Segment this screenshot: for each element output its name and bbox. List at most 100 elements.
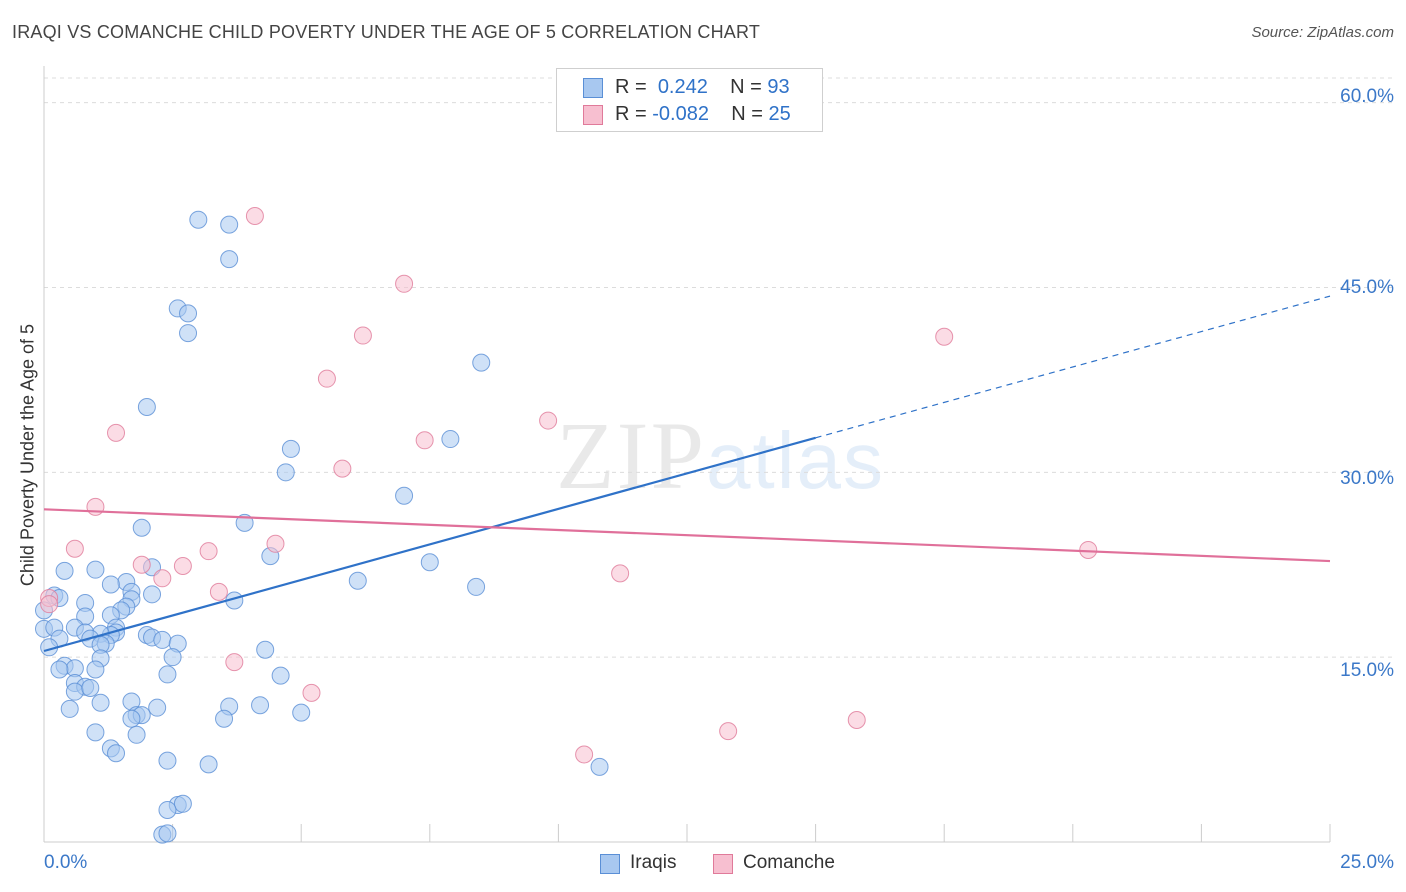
point-iraqis	[91, 693, 110, 712]
point-iraqis	[173, 794, 192, 813]
point-iraqis	[158, 665, 177, 684]
point-comanche	[302, 683, 321, 702]
y-tick-label: 60.0%	[1340, 86, 1394, 107]
y-tick-label: 45.0%	[1340, 277, 1394, 298]
point-comanche	[225, 653, 244, 672]
legend-r-value: -0.082	[652, 103, 709, 125]
point-comanche	[415, 431, 434, 450]
point-iraqis	[271, 666, 290, 685]
point-iraqis	[420, 553, 439, 572]
point-iraqis	[158, 800, 177, 819]
point-comanche	[1079, 540, 1098, 559]
point-iraqis	[122, 709, 141, 728]
point-comanche	[611, 564, 630, 583]
point-iraqis	[256, 640, 275, 659]
point-comanche	[333, 459, 352, 478]
y-axis-label: Child Poverty Under the Age of 5	[17, 323, 38, 587]
point-iraqis	[395, 486, 414, 505]
point-iraqis	[467, 577, 486, 596]
point-comanche	[266, 534, 285, 553]
point-comanche	[86, 497, 105, 516]
point-iraqis	[276, 463, 295, 482]
point-iraqis	[101, 575, 120, 594]
point-iraqis	[137, 398, 156, 417]
point-iraqis	[251, 696, 270, 715]
point-iraqis	[158, 824, 177, 843]
point-comanche	[935, 327, 954, 346]
point-iraqis	[472, 353, 491, 372]
point-comanche	[209, 582, 228, 601]
point-iraqis	[292, 703, 311, 722]
point-iraqis	[86, 660, 105, 679]
point-iraqis	[86, 723, 105, 742]
point-iraqis	[50, 660, 69, 679]
point-comanche	[199, 542, 218, 561]
point-iraqis	[148, 698, 167, 717]
series-label-comanche: Comanche	[743, 852, 835, 873]
point-comanche	[107, 423, 126, 442]
source-credit: Source: ZipAtlas.com	[1251, 24, 1394, 41]
point-iraqis	[215, 709, 234, 728]
legend-n-value: 25	[768, 103, 791, 125]
point-iraqis	[107, 744, 126, 763]
point-comanche	[847, 711, 866, 730]
point-iraqis	[220, 215, 239, 234]
point-iraqis	[441, 430, 460, 449]
legend-r-value: 0.242	[657, 76, 708, 98]
point-iraqis	[281, 439, 300, 458]
point-iraqis	[81, 678, 100, 697]
point-comanche	[719, 722, 738, 741]
trendline-iraqis	[43, 436, 816, 653]
point-iraqis	[348, 571, 367, 590]
series-label-iraqis: Iraqis	[630, 852, 677, 873]
chart-title: IRAQI VS COMANCHE CHILD POVERTY UNDER TH…	[12, 22, 761, 42]
x-tick-label: 25.0%	[1340, 852, 1394, 873]
point-comanche	[132, 555, 151, 574]
legend-stats-iraqis: R = 0.242 N = 93	[615, 76, 790, 99]
legend-swatch-iraqis	[583, 78, 603, 98]
point-iraqis	[55, 561, 74, 580]
legend-n-value: 93	[767, 76, 790, 98]
point-comanche	[153, 569, 172, 588]
series-swatch-iraqis	[600, 854, 620, 874]
point-comanche	[65, 539, 84, 558]
y-tick-label: 15.0%	[1340, 660, 1394, 681]
watermark-zip: ZIP	[556, 402, 706, 509]
point-iraqis	[199, 755, 218, 774]
correlation-legend: R = 0.242 N = 93 R = -0.082 N = 25	[556, 68, 823, 132]
point-comanche	[395, 274, 414, 293]
point-comanche	[317, 369, 336, 388]
trendline-comanche	[43, 508, 1331, 563]
point-comanche	[353, 326, 372, 345]
legend-r-label: R =	[615, 103, 647, 125]
point-iraqis	[132, 518, 151, 537]
legend-stats-comanche: R = -0.082 N = 25	[615, 103, 791, 126]
point-comanche	[539, 411, 558, 430]
point-comanche	[575, 745, 594, 764]
point-iraqis	[189, 210, 208, 229]
point-iraqis	[163, 648, 182, 667]
point-iraqis	[590, 757, 609, 776]
y-tick-label: 30.0%	[1340, 468, 1394, 489]
point-comanche	[245, 207, 264, 226]
point-iraqis	[153, 630, 172, 649]
legend-n-label: N =	[730, 76, 762, 98]
series-swatch-comanche	[713, 854, 733, 874]
x-tick-label: 0.0%	[44, 852, 88, 873]
point-iraqis	[179, 324, 198, 343]
legend-n-label: N =	[731, 103, 763, 125]
point-iraqis	[143, 585, 162, 604]
point-iraqis	[179, 304, 198, 323]
point-iraqis	[86, 560, 105, 579]
point-iraqis	[158, 751, 177, 770]
point-iraqis	[220, 250, 239, 269]
watermark: ZIPatlas	[556, 400, 885, 511]
point-iraqis	[127, 725, 146, 744]
point-iraqis	[60, 699, 79, 718]
point-iraqis	[65, 682, 84, 701]
legend-swatch-comanche	[583, 105, 603, 125]
point-comanche	[173, 556, 192, 575]
legend-r-label: R =	[615, 76, 647, 98]
point-comanche	[40, 595, 59, 614]
